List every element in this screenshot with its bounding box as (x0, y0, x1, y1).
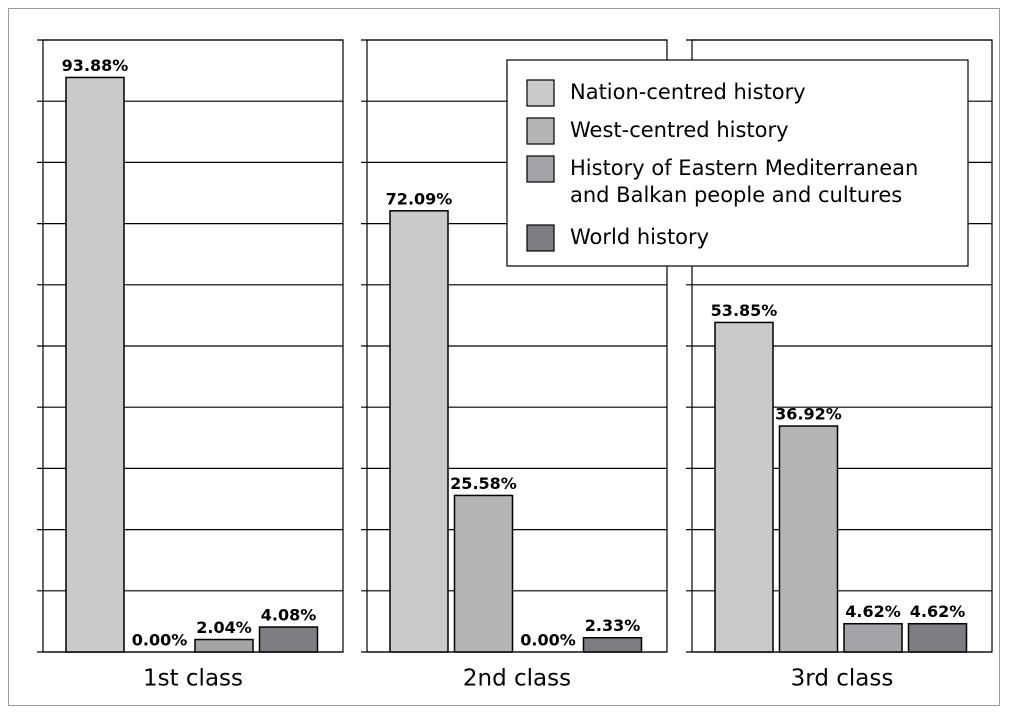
value-label: 4.08% (261, 606, 317, 625)
x-tick-label: 2nd class (463, 666, 571, 692)
legend: Nation-centred history West-centred histo… (506, 59, 969, 267)
legend-label: History of Eastern Mediterranean and Balk… (570, 156, 918, 207)
value-label: 36.92% (775, 405, 842, 424)
legend-swatch (526, 155, 555, 183)
bar (778, 425, 839, 653)
legend-swatch (526, 224, 555, 252)
x-tick-label: 1st class (143, 666, 243, 692)
legend-label: Nation-centred history (570, 80, 806, 104)
legend-swatch (526, 79, 555, 107)
legend-swatch (526, 117, 555, 145)
bar (258, 626, 319, 653)
bar (582, 636, 643, 653)
value-label: 53.85% (711, 301, 778, 320)
value-label: 72.09% (386, 189, 453, 208)
bar (843, 622, 903, 653)
bar (65, 76, 125, 653)
bar (714, 321, 774, 653)
bar (907, 622, 968, 653)
bar (389, 210, 449, 653)
legend-label: World history (570, 225, 709, 249)
value-label: 2.33% (585, 616, 641, 635)
value-label: 93.88% (62, 56, 129, 75)
value-label: 4.62% (910, 602, 966, 621)
x-tick-label: 3rd class (791, 666, 894, 692)
bar (194, 638, 254, 653)
value-label: 25.58% (450, 474, 517, 493)
value-label: 0.00% (520, 631, 576, 650)
legend-label: West-centred history (570, 118, 789, 142)
value-label: 4.62% (845, 602, 901, 621)
legend-box (506, 59, 969, 267)
value-label: 0.00% (132, 631, 188, 650)
bar (453, 494, 514, 653)
value-label: 2.04% (196, 618, 252, 637)
